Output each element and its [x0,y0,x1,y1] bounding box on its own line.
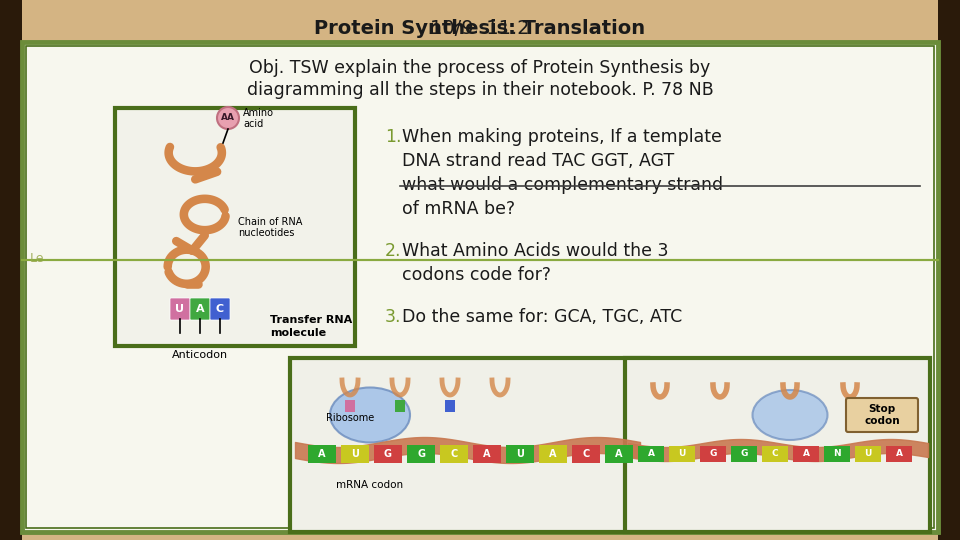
Bar [445,400,455,412]
Text: A: A [803,449,809,458]
Text: Anticodon: Anticodon [172,350,228,360]
Text: Stop
codon: Stop codon [864,404,900,426]
Text: Amino: Amino [243,108,274,118]
FancyBboxPatch shape [190,298,210,320]
Bar [115,108,355,346]
Bar [625,358,930,532]
Text: A: A [615,449,623,459]
Text: N: N [833,449,841,458]
Text: diagramming all the steps in their notebook. P. 78 NB: diagramming all the steps in their noteb… [247,81,713,99]
Bar [762,446,788,462]
Text: nucleotides: nucleotides [238,228,295,238]
Bar [345,400,355,412]
Text: A: A [196,304,204,314]
Text: C: C [216,304,224,314]
Bar [407,445,435,463]
Text: Do the same for: GCA, TGC, ATC: Do the same for: GCA, TGC, ATC [402,308,683,326]
Text: Chain of RNA: Chain of RNA [238,217,302,227]
Text: When making proteins, If a template: When making proteins, If a template [402,128,722,146]
Text: G: G [740,449,748,458]
Bar [395,400,405,412]
Bar [308,445,336,463]
Text: Obj. TSW explain the process of Protein Synthesis by: Obj. TSW explain the process of Protein … [250,59,710,77]
Ellipse shape [330,388,410,442]
Bar [669,446,695,462]
Text: G: G [417,449,425,459]
Text: 3.: 3. [385,308,401,326]
Text: 10/9: 10/9 [430,18,480,37]
Text: A: A [483,449,491,459]
Text: Le: Le [30,252,44,265]
Bar [855,446,881,462]
Bar [731,446,757,462]
Bar [605,445,633,463]
Text: U: U [351,449,359,459]
Bar [506,445,534,463]
Text: 11.2: 11.2 [480,18,530,37]
Text: U: U [176,304,184,314]
Bar [26,46,934,528]
Bar [638,446,664,462]
Text: U: U [864,449,872,458]
Text: Protein Synthesis: Translation: Protein Synthesis: Translation [315,18,645,37]
Text: acid: acid [243,119,263,129]
Bar [374,445,402,463]
Text: molecule: molecule [270,328,326,338]
Bar [793,446,819,462]
Text: 1.: 1. [385,128,401,146]
Text: what would a complementary strand: what would a complementary strand [402,176,723,194]
Text: U: U [679,449,685,458]
Text: DNA strand read TAC GGT, AGT: DNA strand read TAC GGT, AGT [402,152,674,170]
Bar [886,446,912,462]
Bar [290,358,648,532]
Bar [824,446,850,462]
Text: 2.: 2. [385,242,401,260]
Text: mRNA codon: mRNA codon [336,480,403,490]
Bar [938,0,960,540]
Bar [341,445,369,463]
FancyBboxPatch shape [170,298,190,320]
Text: Ribosome: Ribosome [325,413,374,423]
Bar [700,446,726,462]
Text: U: U [516,449,524,459]
Bar [539,445,567,463]
Text: A: A [647,449,655,458]
Text: codons code for?: codons code for? [402,266,551,284]
Text: C: C [772,449,779,458]
FancyBboxPatch shape [210,298,230,320]
Text: Transfer RNA: Transfer RNA [270,315,352,325]
Text: AA: AA [221,113,235,123]
Circle shape [217,107,239,129]
Text: G: G [709,449,717,458]
Ellipse shape [753,390,828,440]
Text: G: G [384,449,392,459]
Bar [440,445,468,463]
Text: C: C [450,449,458,459]
Bar [473,445,501,463]
Text: A: A [896,449,902,458]
Bar [572,445,600,463]
Bar [0,0,22,540]
Text: C: C [583,449,589,459]
Text: What Amino Acids would the 3: What Amino Acids would the 3 [402,242,668,260]
Text: A: A [549,449,557,459]
Text: of mRNA be?: of mRNA be? [402,200,516,218]
FancyBboxPatch shape [846,398,918,432]
Text: A: A [319,449,325,459]
